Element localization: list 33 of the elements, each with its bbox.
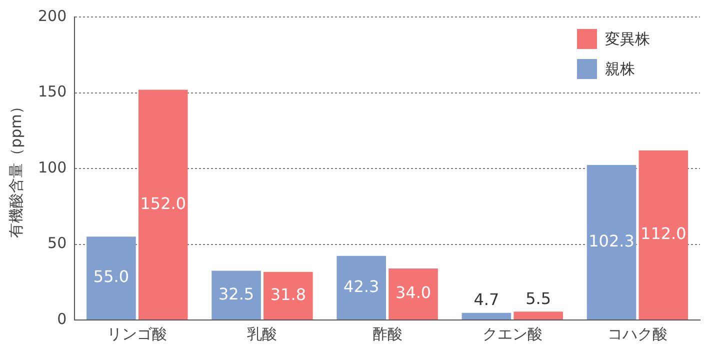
bar [462, 312, 512, 320]
bar [514, 312, 563, 320]
x-tick-label: クエン酸 [482, 324, 542, 343]
bar [586, 165, 636, 320]
legend-label: 親株 [605, 60, 635, 78]
data-label: 31.8 [270, 284, 306, 304]
x-tick-label: 乳酸 [247, 324, 278, 343]
bar [212, 270, 261, 320]
y-tick-label: 0 [57, 310, 67, 328]
legend-label: 変異株 [605, 30, 650, 48]
data-label: 4.7 [474, 290, 500, 310]
data-label: 102.3 [588, 231, 634, 250]
x-tick-label: リンゴ酸 [107, 324, 168, 343]
y-tick-label: 50 [48, 234, 67, 252]
data-label: 55.0 [93, 267, 130, 286]
y-tick-label: 150 [38, 82, 67, 101]
data-label: 112.0 [640, 224, 686, 244]
x-tick-label: 酢酸 [372, 324, 402, 343]
data-label: 5.5 [526, 288, 552, 308]
data-label: 34.0 [395, 283, 432, 302]
bar [638, 150, 688, 320]
bar [388, 268, 438, 320]
x-tick-label: コハク酸 [607, 324, 668, 343]
bar [86, 236, 136, 320]
y-tick-label: 200 [38, 6, 67, 25]
data-label: 42.3 [344, 276, 380, 296]
bar [336, 256, 386, 320]
data-label: 32.5 [218, 284, 254, 304]
bar [138, 90, 188, 320]
data-label: 152.0 [140, 194, 186, 213]
bar [264, 272, 313, 320]
y-axis-title: 有機酸含量（ppm） [6, 99, 25, 238]
y-tick-label: 100 [38, 158, 67, 176]
